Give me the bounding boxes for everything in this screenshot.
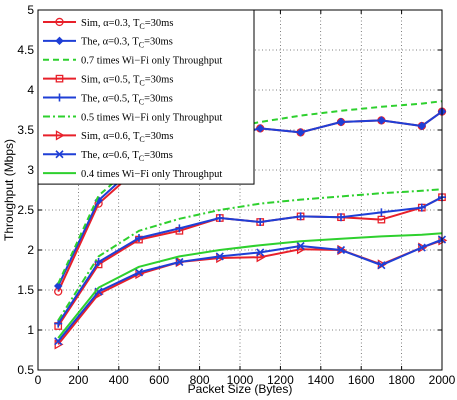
x-tick-label: 1000 bbox=[227, 373, 254, 387]
legend-label: 0.5 times Wi−Fi only Throughput bbox=[81, 112, 222, 123]
legend-item: The, α=0.3, TC=30ms bbox=[43, 36, 173, 50]
data-point bbox=[256, 252, 266, 263]
y-axis-label: Throughput (Mbps) bbox=[2, 139, 16, 241]
series-5 bbox=[54, 193, 446, 328]
data-point bbox=[256, 248, 265, 257]
legend-label: The, α=0.6, TC=30ms bbox=[81, 150, 173, 163]
data-point bbox=[215, 214, 224, 222]
data-point bbox=[54, 337, 63, 346]
data-point bbox=[417, 243, 426, 252]
x-tick-label: 2000 bbox=[429, 373, 456, 387]
data-point bbox=[53, 281, 63, 291]
legend: Sim, α=0.3, TC=30ms The, α=0.3, TC=30ms 0.… bbox=[37, 9, 255, 185]
data-point bbox=[337, 213, 345, 222]
data-point bbox=[175, 224, 184, 233]
legend-item: Sim, α=0.3, TC=30ms bbox=[43, 18, 173, 31]
y-tick-label: 1 bbox=[27, 323, 34, 337]
data-point bbox=[296, 128, 305, 137]
legend-item: 0.7 times Wi−Fi only Throughput bbox=[43, 56, 222, 67]
y-tick-label: 5 bbox=[27, 3, 34, 17]
series-8 bbox=[54, 235, 447, 346]
y-tick-label: 2 bbox=[27, 243, 34, 257]
legend-label: 0.4 times Wi−Fi only Throughput bbox=[81, 169, 222, 180]
legend-label: Sim, α=0.5, TC=30ms bbox=[81, 74, 173, 87]
x-tick-label: 1200 bbox=[267, 373, 294, 387]
data-point bbox=[377, 208, 386, 217]
axis-ticks: 0 200 400 600 800 1000 1200 1400 1600 1800 2000 0.5… bbox=[17, 3, 455, 387]
data-point bbox=[417, 121, 427, 131]
y-tick-label: 0.5 bbox=[17, 363, 34, 377]
data-point bbox=[296, 241, 305, 251]
legend-label: The, α=0.5, TC=30ms bbox=[81, 93, 173, 106]
series-6 bbox=[57, 188, 443, 321]
y-tick-label: 4 bbox=[27, 83, 34, 97]
data-point bbox=[255, 124, 265, 133]
x-tick-label: 1400 bbox=[307, 373, 334, 387]
legend-marker bbox=[55, 17, 64, 27]
data-point bbox=[134, 268, 144, 277]
y-tick-label: 3.5 bbox=[17, 123, 34, 137]
data-point bbox=[336, 117, 346, 127]
x-tick-label: 1600 bbox=[348, 373, 375, 387]
legend-item: 0.4 times Wi−Fi only Throughput bbox=[43, 169, 222, 180]
series-line bbox=[57, 188, 443, 321]
legend-marker bbox=[55, 130, 65, 141]
x-tick-label: 600 bbox=[149, 373, 169, 387]
data-point bbox=[54, 319, 63, 328]
legend-label: The, α=0.3, TC=30ms bbox=[81, 37, 173, 50]
legend-item: 0.5 times Wi−Fi only Throughput bbox=[43, 112, 222, 123]
legend-marker bbox=[55, 150, 64, 159]
x-tick-label: 200 bbox=[68, 373, 88, 387]
data-point bbox=[377, 116, 386, 125]
legend-marker bbox=[55, 36, 64, 46]
data-point bbox=[256, 218, 265, 226]
series-line bbox=[57, 232, 443, 339]
legend-item: The, α=0.5, TC=30ms bbox=[43, 93, 173, 106]
x-tick-label: 1800 bbox=[388, 373, 415, 387]
data-point bbox=[215, 252, 224, 261]
legend-item: Sim, α=0.6, TC=30ms bbox=[43, 130, 173, 144]
data-point bbox=[175, 257, 184, 267]
legend-marker bbox=[55, 74, 64, 83]
series-line bbox=[57, 239, 443, 346]
x-tick-label: 400 bbox=[109, 373, 129, 387]
legend-marker bbox=[55, 93, 64, 102]
y-tick-label: 2.5 bbox=[17, 203, 34, 217]
data-point bbox=[336, 245, 346, 255]
data-point bbox=[377, 261, 386, 270]
legend-item: Sim, α=0.5, TC=30ms bbox=[43, 74, 173, 87]
data-point bbox=[135, 234, 143, 242]
x-tick-label: 800 bbox=[190, 373, 210, 387]
data-point bbox=[417, 203, 426, 212]
x-tick-label: 0 bbox=[35, 373, 42, 387]
data-point bbox=[296, 212, 305, 221]
legend-label: 0.7 times Wi−Fi only Throughput bbox=[81, 56, 222, 67]
y-tick-label: 1.5 bbox=[17, 283, 34, 297]
data-point bbox=[94, 258, 103, 266]
y-tick-label: 3 bbox=[27, 163, 34, 177]
data-point bbox=[418, 242, 428, 253]
legend-label: Sim, α=0.3, TC=30ms bbox=[81, 18, 173, 31]
series-9 bbox=[57, 232, 443, 339]
y-tick-label: 4.5 bbox=[17, 43, 34, 57]
legend-item: The, α=0.6, TC=30ms bbox=[43, 150, 173, 163]
x-axis-label: Packet Size (Bytes) bbox=[188, 382, 293, 396]
legend-label: Sim, α=0.6, TC=30ms bbox=[81, 131, 173, 144]
